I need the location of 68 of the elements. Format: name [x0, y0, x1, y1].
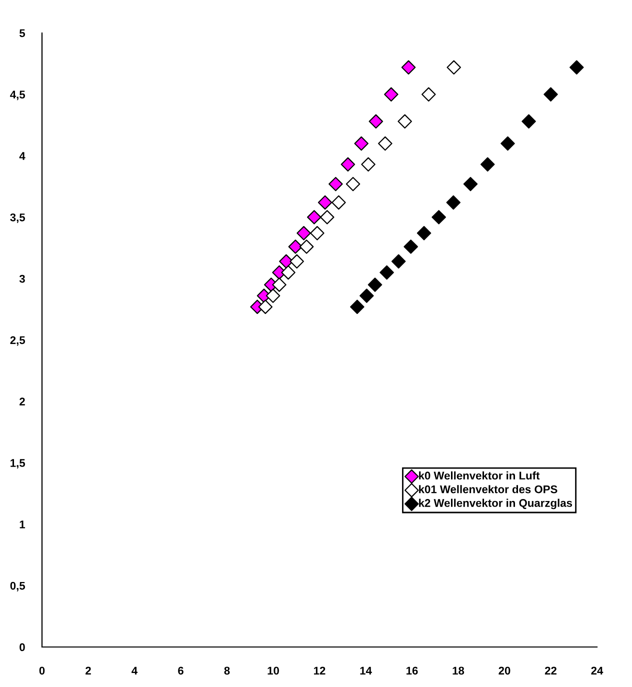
y-tick-label: 2 [20, 398, 25, 406]
point [318, 195, 332, 210]
x-tick-label: 10 [268, 666, 279, 675]
x-tick-label: 2 [86, 666, 91, 674]
point [320, 210, 334, 224]
y-tick-label: 3 [19, 274, 25, 283]
y-tick-label: 0,5 [10, 582, 26, 592]
y-tick-label: 1 [20, 520, 26, 528]
x-tick-label: 24 [591, 666, 604, 674]
point [391, 254, 406, 269]
legend-label: k2 Wellenvektor in Quarzglas [419, 498, 572, 510]
point [340, 157, 356, 172]
point [350, 300, 364, 314]
point [258, 300, 273, 314]
point [310, 226, 324, 240]
y-tick-label: 4 [19, 152, 26, 160]
point [500, 136, 515, 151]
point [281, 265, 296, 280]
legend-label: k0 Wellenvektor in Luft [419, 471, 540, 480]
y-tick-label: 1,5 [10, 459, 26, 469]
point [360, 288, 374, 303]
legend-label: k01 Wellenvektor des OPS [419, 485, 558, 494]
point [307, 210, 322, 224]
point [480, 157, 495, 172]
x-tick-label: 16 [406, 666, 418, 675]
point [346, 176, 360, 192]
x-tick-label: 4 [132, 666, 138, 674]
point [272, 278, 286, 292]
y-tick-label: 2,5 [10, 336, 26, 346]
x-tick-label: 0 [39, 666, 45, 675]
point [401, 60, 416, 75]
y-tick-label: 4,5 [10, 90, 26, 100]
point [378, 136, 392, 151]
x-tick-label: 8 [224, 666, 230, 675]
point [368, 278, 382, 292]
point [288, 240, 303, 254]
point [279, 254, 294, 269]
x-tick-label: 18 [452, 666, 464, 675]
x-tick-label: 6 [178, 666, 184, 675]
point [328, 176, 343, 192]
x-tick-label: 20 [498, 666, 510, 675]
point [422, 87, 436, 102]
point [384, 87, 398, 102]
point [432, 210, 446, 224]
point [522, 114, 536, 129]
point [296, 226, 311, 240]
point [446, 195, 461, 210]
point [266, 288, 280, 303]
x-tick-label: 14 [360, 666, 372, 674]
point [354, 136, 368, 151]
y-tick-label: 3,5 [10, 213, 26, 223]
point [290, 254, 304, 269]
point [332, 195, 346, 210]
x-tick-label: 22 [544, 666, 556, 674]
point [398, 114, 412, 129]
point [463, 176, 478, 192]
y-tick-label: 5 [19, 29, 26, 38]
point [361, 157, 376, 172]
point [570, 60, 584, 75]
point [416, 226, 432, 240]
point [368, 114, 384, 129]
point [544, 87, 558, 102]
point [404, 240, 418, 254]
point [380, 265, 394, 280]
x-tick-label: 12 [314, 666, 326, 674]
point [446, 60, 461, 75]
y-tick-label: 0 [20, 643, 25, 652]
point [299, 240, 314, 254]
